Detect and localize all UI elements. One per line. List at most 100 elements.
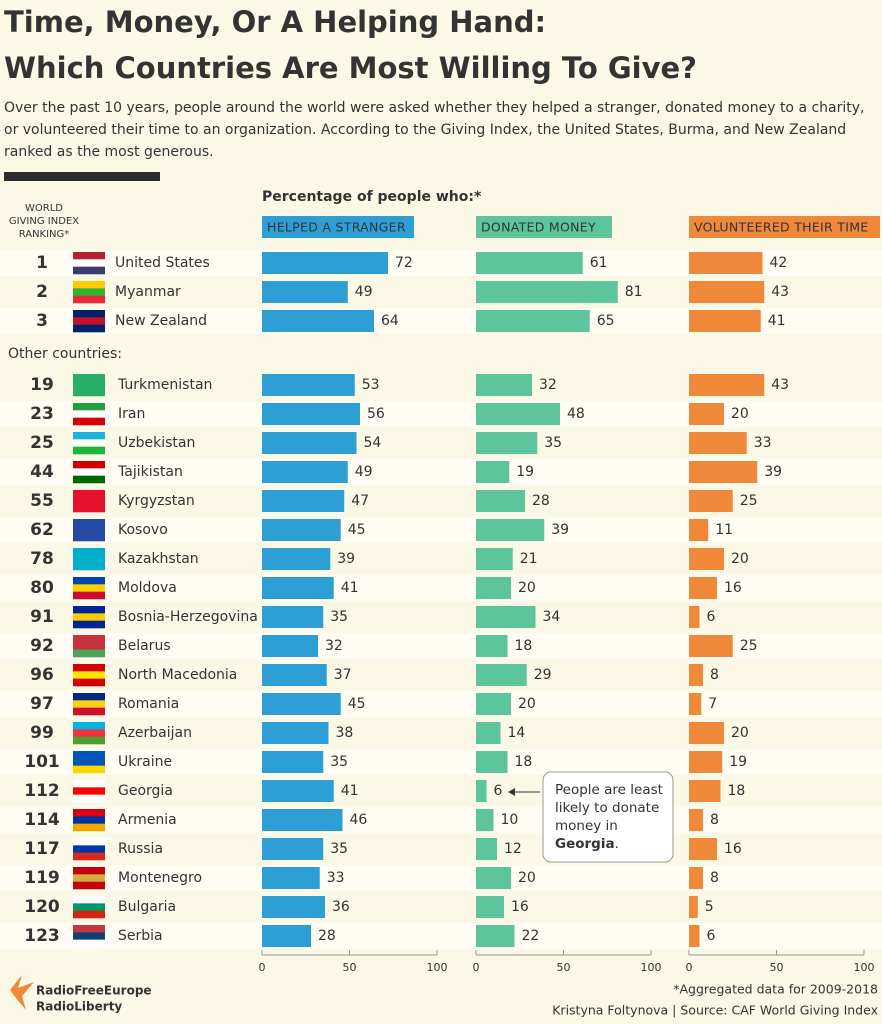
rank: 44 [30, 462, 54, 482]
bar [689, 722, 724, 744]
bar [262, 403, 360, 425]
flag [73, 388, 105, 397]
category-label: Kazakhstan [118, 551, 199, 567]
bar [262, 606, 324, 628]
value-label: 35 [330, 609, 348, 625]
bar [262, 722, 329, 744]
flag [73, 787, 105, 795]
credit: Kristyna Foltynova | Source: CAF World G… [552, 1003, 878, 1018]
row-stripe [0, 633, 882, 659]
bar [262, 310, 374, 332]
flag [73, 635, 105, 643]
annotation: People are least likely to donate money … [508, 771, 674, 863]
bar [476, 925, 515, 947]
flag [73, 700, 105, 708]
bar [689, 461, 758, 483]
x-tick-label: 50 [770, 961, 784, 974]
rank: 123 [24, 926, 60, 946]
divider [4, 172, 160, 181]
flag [73, 867, 105, 875]
value-label: 45 [348, 522, 366, 538]
value-label: 6 [707, 928, 716, 944]
rank-header: RANKING* [19, 229, 70, 240]
value-label: 19 [729, 754, 747, 770]
value-label: 28 [318, 928, 336, 944]
bar [476, 519, 545, 541]
flag [73, 678, 105, 687]
bar [476, 432, 538, 454]
bar [689, 751, 723, 773]
value-label: 41 [768, 313, 786, 329]
value-label: 32 [539, 377, 557, 393]
bar [262, 693, 341, 715]
panel-title: Percentage of people who:* [262, 189, 482, 205]
logo-text: RadioLiberty [36, 1000, 122, 1014]
legend-label: HELPED A STRANGER [267, 220, 406, 235]
value-label: 20 [518, 580, 536, 596]
bar [689, 896, 698, 918]
flag [73, 317, 105, 325]
flag [73, 896, 105, 904]
value-label: 36 [332, 899, 350, 915]
category-label: Ukraine [118, 754, 172, 770]
bar [689, 606, 700, 628]
bar [689, 310, 761, 332]
annotation-text: money in [555, 818, 618, 834]
flag [73, 403, 105, 411]
flag [73, 295, 105, 304]
value-label: 81 [625, 284, 643, 300]
rank: 80 [30, 578, 54, 598]
x-tick-label: 0 [259, 961, 266, 974]
subtitle: ranked as the most generous. [4, 144, 214, 160]
value-label: 8 [710, 667, 719, 683]
value-label: 35 [330, 754, 348, 770]
bar [476, 606, 536, 628]
value-label: 39 [764, 464, 782, 480]
bar [262, 867, 320, 889]
row-stripe [0, 401, 882, 427]
value-label: 47 [351, 493, 369, 509]
flag [73, 584, 105, 592]
value-label: 65 [597, 313, 615, 329]
row-stripe [0, 836, 882, 862]
bar [262, 838, 324, 860]
x-tick-label: 100 [641, 961, 662, 974]
row-stripe [0, 807, 882, 833]
annotation-text: likely to donate [555, 800, 659, 816]
bar [476, 490, 525, 512]
value-label: 18 [728, 783, 746, 799]
flag [73, 910, 105, 919]
bar [476, 461, 510, 483]
bar [689, 281, 765, 303]
bar [262, 925, 311, 947]
bar [262, 432, 357, 454]
title: Which Countries Are Most Willing To Give… [4, 51, 697, 85]
category-label: Azerbaijan [118, 725, 192, 741]
bar [262, 577, 334, 599]
bar [476, 809, 494, 831]
category-label: Moldova [118, 580, 177, 596]
value-label: 41 [341, 783, 359, 799]
flag [73, 809, 105, 817]
flag [73, 381, 105, 389]
logo-mark [10, 975, 34, 1010]
flag [73, 504, 105, 513]
row-stripe [0, 575, 882, 601]
bar [262, 490, 345, 512]
flag [73, 259, 105, 267]
x-tick-label: 50 [557, 961, 571, 974]
bar [476, 548, 513, 570]
bar [476, 780, 487, 802]
value-label: 33 [754, 435, 772, 451]
annotation-arrowhead [508, 788, 515, 796]
value-label: 33 [327, 870, 345, 886]
bar [689, 664, 703, 686]
flag [73, 780, 105, 788]
flag [73, 577, 105, 585]
bar [262, 664, 327, 686]
rank: 117 [24, 839, 60, 859]
value-label: 35 [544, 435, 562, 451]
row-stripe [0, 778, 882, 804]
value-label: 28 [532, 493, 550, 509]
category-label: New Zealand [115, 313, 207, 329]
